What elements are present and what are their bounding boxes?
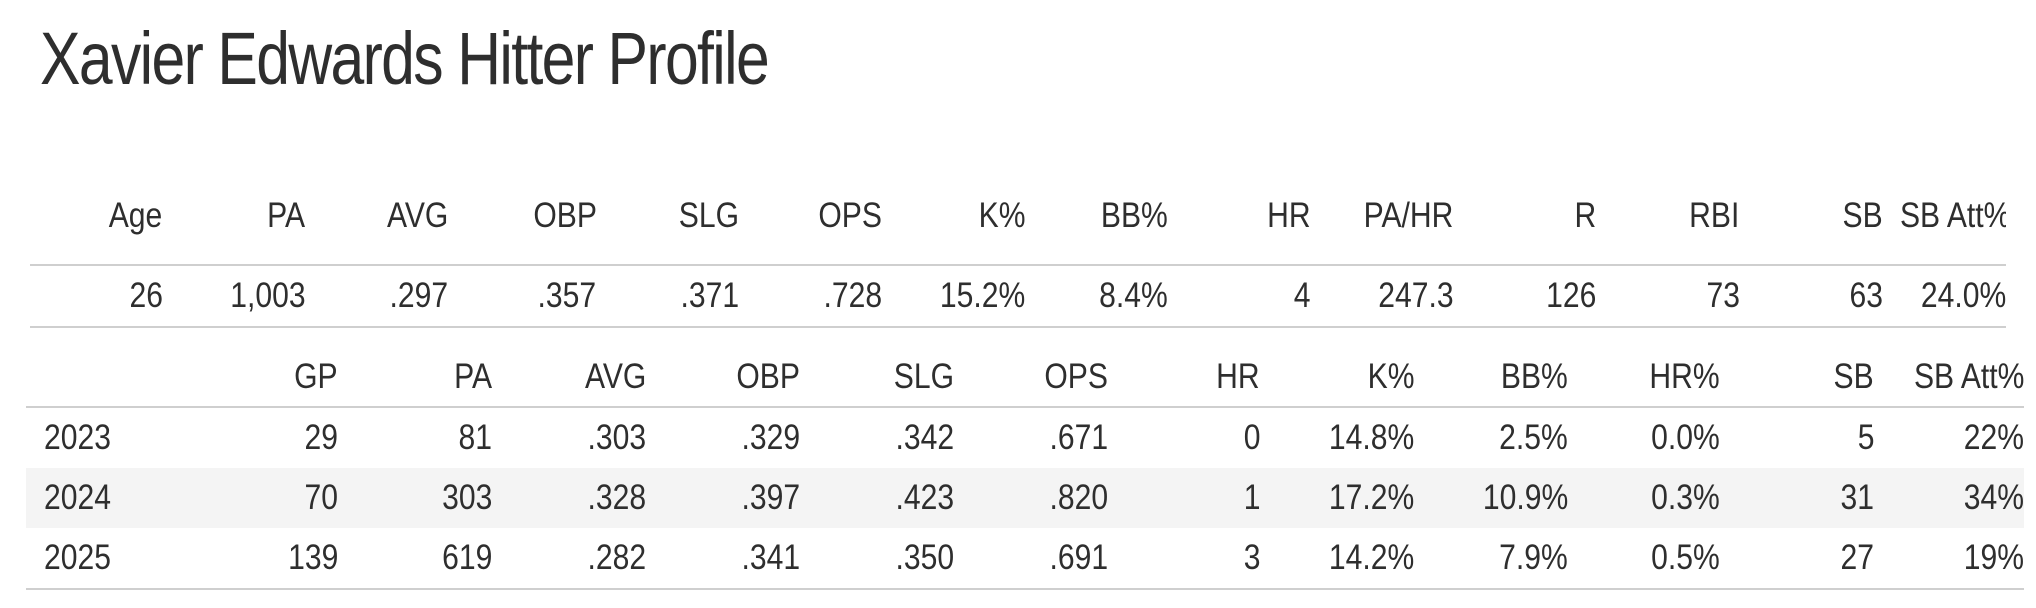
summary-header-cell: BB% [1101,196,1168,235]
summary-value-cell: .728 [739,264,883,328]
season-year-cell: 2023 [44,418,111,457]
season-header-cell: AVG [492,348,646,408]
season-stat-cell: 31 [1720,468,1874,528]
season-stat-cell: .691 [954,528,1108,590]
season-stat-cell: 19% [1874,528,2024,590]
summary-value-cell: 26 [30,264,163,328]
season-stat-cell: 34% [1874,468,2024,528]
summary-value-cell: 73 [1596,264,1740,328]
season-stat-cell: 3 [1108,528,1260,590]
season-stat-cell: 2.5% [1499,418,1568,457]
summary-value-cell: .357 [448,264,597,328]
season-stat-cell: .671 [1049,418,1108,457]
season-stat-cell: 0.3% [1568,468,1720,528]
summary-value-cell: 15.2% [882,264,1026,328]
season-stat-cell: .342 [895,418,954,457]
summary-header-cell: OPS [818,196,883,235]
season-stat-cell: 139 [186,528,338,590]
summary-header-cell: HR [1267,196,1311,235]
summary-header-row: Age PA AVG OBP SLG OPS K% BB% HR PA/HR R… [30,168,2006,265]
season-header-cell: GP [186,348,338,408]
summary-value-cell: .297 [305,264,449,328]
season-header-cell: PA [338,348,492,408]
season-header-cell: SB Att% [1874,348,2024,408]
season-stat-cell: 7.9% [1414,528,1568,590]
summary-value-cell: 1,003 [162,264,306,328]
summary-values-row: 26 1,003 .297 .357 .371 .728 15.2% 8.4% … [30,264,2006,328]
season-header-cell: HR [1108,348,1260,408]
season-header-row: GP PA AVG OBP SLG OPS HR K% BB% HR% SB S… [26,348,2024,408]
season-stat-cell: 70 [186,468,338,528]
summary-value-cell: 8.4% [1025,264,1168,328]
summary-header-cell: OBP [532,196,597,235]
season-header-cell [26,348,186,408]
career-summary-table: Age PA AVG OBP SLG OPS K% BB% HR PA/HR R… [30,168,2006,328]
season-row: 2024 70 303 .328 .397 .423 .820 1 17.2% … [26,468,2024,528]
season-row: 2023 29 81 .303 .329 .342 .671 0 14.8% 2… [26,407,2024,468]
summary-header-cell: SLG [679,196,740,235]
season-stat-cell: 17.2% [1260,468,1414,528]
summary-value-cell: .371 [596,264,740,328]
season-stat-cell: 27 [1720,528,1874,590]
season-stat-cell: 5 [1857,418,1874,457]
season-stat-cell: 0.0% [1651,418,1720,457]
season-stat-cell: 29 [304,418,338,457]
season-header-cell: SB [1720,348,1874,408]
season-header-cell: K% [1260,348,1414,408]
summary-header-cell: Age [109,196,163,235]
season-stat-cell: 619 [338,528,492,590]
season-stat-cell: .423 [800,468,954,528]
season-row: 2025 139 619 .282 .341 .350 .691 3 14.2%… [26,528,2024,590]
season-stat-cell: 14.2% [1260,528,1414,590]
summary-header-cell: PA [267,196,306,235]
season-stat-cell: 1 [1108,468,1260,528]
season-stat-cell: .397 [646,468,800,528]
season-stat-cell: 22% [1963,418,2024,457]
summary-value-cell: 63 [1739,264,1883,328]
season-stat-cell: .820 [954,468,1108,528]
summary-header-cell: RBI [1689,196,1740,235]
summary-header-cell: PA/HR [1364,196,1454,235]
page-title: Xavier Edwards Hitter Profile [40,17,770,100]
summary-header-cell: AVG [387,196,449,235]
summary-value-cell: 4 [1168,264,1311,328]
summary-value-cell: 24.0% [1882,264,2006,328]
season-stats-table: GP PA AVG OBP SLG OPS HR K% BB% HR% SB S… [26,348,2024,590]
season-stat-cell: .329 [741,418,800,457]
season-year-cell: 2024 [26,468,186,528]
season-year-cell: 2025 [26,528,186,590]
summary-value-cell: 126 [1453,264,1597,328]
season-stat-cell: 303 [338,468,492,528]
season-stat-cell: .303 [587,418,646,457]
season-stat-cell: 0 [1243,418,1260,457]
season-header-cell: OBP [646,348,800,408]
season-stat-cell: 0.5% [1568,528,1720,590]
season-header-cell: HR% [1568,348,1720,408]
summary-header-cell: R [1574,196,1597,235]
season-header-cell: BB% [1414,348,1568,408]
season-stat-cell: 14.8% [1328,418,1414,457]
summary-header-cell: SB Att% [1900,196,2006,235]
season-stat-cell: 10.9% [1414,468,1568,528]
season-stat-cell: .350 [800,528,954,590]
summary-value-cell: 247.3 [1310,264,1454,328]
season-stat-cell: .341 [646,528,800,590]
summary-header-cell: SB [1842,196,1883,235]
summary-header-cell: K% [978,196,1026,235]
season-stat-cell: .282 [492,528,646,590]
season-stat-cell: 81 [458,418,492,457]
season-header-cell: SLG [800,348,954,408]
season-stat-cell: .328 [492,468,646,528]
season-header-cell: OPS [954,348,1108,408]
